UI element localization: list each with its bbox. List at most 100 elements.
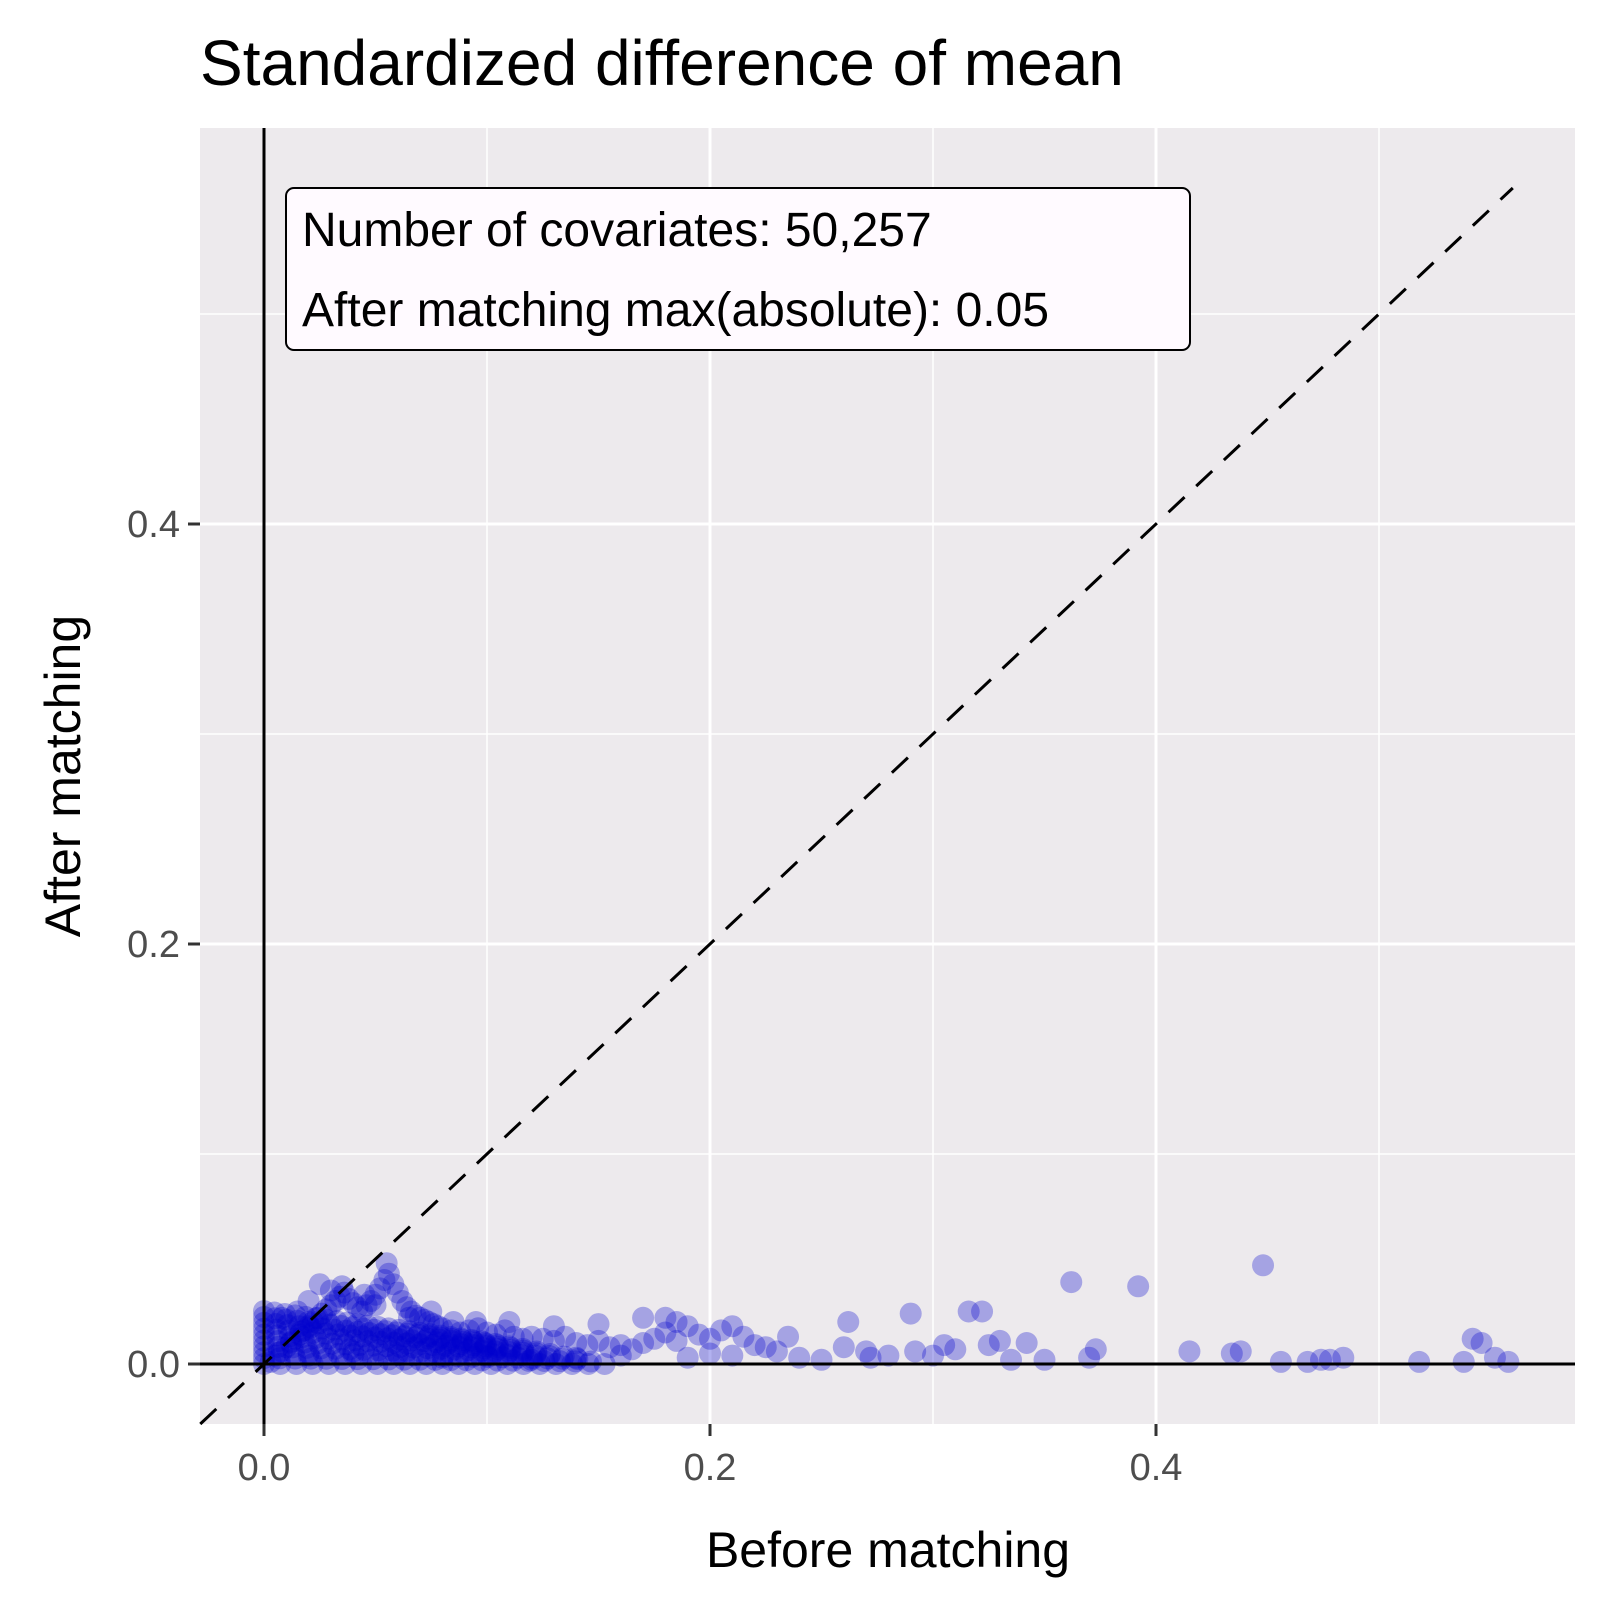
data-point	[404, 1304, 427, 1327]
data-point	[743, 1334, 766, 1357]
x-tick-label: 0.4	[1130, 1447, 1183, 1489]
data-point	[391, 1290, 414, 1312]
data-point	[275, 1308, 298, 1331]
data-point	[470, 1349, 493, 1372]
data-point	[295, 1336, 318, 1359]
data-point	[409, 1306, 432, 1329]
data-point	[372, 1343, 395, 1366]
data-point	[416, 1327, 439, 1350]
data-point	[587, 1313, 610, 1336]
data-point	[1084, 1338, 1107, 1361]
data-point	[462, 1334, 485, 1357]
data-point	[324, 1290, 347, 1312]
diagonal-reference-line	[199, 186, 1514, 1426]
data-point	[355, 1294, 378, 1317]
data-point	[330, 1328, 353, 1351]
data-point	[308, 1273, 331, 1296]
data-point	[922, 1344, 944, 1367]
axis-ticks: 0.0 0.2 0.4 0.0 0.2 0.4	[127, 504, 1182, 1489]
data-point	[341, 1316, 364, 1339]
data-point	[319, 1313, 342, 1336]
data-point	[432, 1345, 455, 1368]
data-point	[364, 1294, 387, 1317]
data-point	[402, 1336, 425, 1359]
data-point	[539, 1342, 562, 1365]
data-point	[388, 1328, 411, 1351]
data-point	[361, 1334, 384, 1357]
data-point	[481, 1343, 504, 1366]
data-point	[439, 1349, 462, 1372]
data-point	[264, 1312, 287, 1335]
data-point	[323, 1318, 346, 1341]
data-point	[297, 1342, 320, 1365]
data-point	[325, 1310, 348, 1333]
data-point	[302, 1321, 325, 1344]
data-point	[443, 1338, 466, 1361]
data-point	[346, 1296, 369, 1319]
data-point	[428, 1328, 451, 1351]
annotation-box-frame	[285, 187, 1191, 351]
data-point	[450, 1333, 473, 1356]
data-point	[525, 1342, 548, 1365]
data-point	[467, 1342, 490, 1365]
data-point	[1178, 1340, 1201, 1363]
data-point	[314, 1322, 337, 1345]
data-point	[548, 1350, 571, 1373]
data-point	[416, 1337, 439, 1360]
data-point	[342, 1292, 365, 1315]
data-point	[368, 1277, 391, 1300]
data-point	[286, 1300, 309, 1323]
chart-title: Standardized difference of mean	[200, 27, 1124, 99]
x-tick-label: 0.2	[684, 1447, 737, 1489]
data-point	[363, 1326, 386, 1349]
data-point	[632, 1332, 655, 1354]
data-point	[393, 1325, 416, 1348]
data-point	[474, 1333, 497, 1356]
data-point	[620, 1338, 643, 1361]
data-point	[1252, 1254, 1275, 1277]
data-point	[413, 1330, 436, 1353]
data-point	[310, 1337, 333, 1360]
data-point	[517, 1349, 540, 1372]
y-tick-label: 0.2	[127, 924, 180, 966]
data-point	[395, 1296, 418, 1319]
data-point	[486, 1338, 509, 1361]
data-point	[452, 1342, 475, 1365]
data-point	[971, 1300, 994, 1323]
data-point	[933, 1334, 956, 1357]
data-point	[402, 1344, 425, 1367]
data-point	[502, 1325, 525, 1348]
data-point	[473, 1337, 496, 1360]
data-point	[944, 1338, 967, 1361]
data-point	[348, 1333, 371, 1356]
data-point	[512, 1339, 535, 1362]
data-point	[1470, 1332, 1493, 1354]
data-point	[470, 1339, 493, 1362]
data-point	[319, 1294, 342, 1317]
data-point	[587, 1329, 610, 1352]
data-point	[375, 1252, 398, 1275]
data-point	[429, 1324, 452, 1347]
data-point	[304, 1326, 327, 1349]
data-point	[598, 1336, 621, 1359]
data-point	[389, 1335, 412, 1358]
data-point	[447, 1335, 470, 1358]
data-point	[462, 1330, 485, 1353]
data-point	[460, 1336, 483, 1359]
data-point	[327, 1342, 350, 1365]
data-point	[533, 1350, 556, 1373]
data-point	[334, 1319, 357, 1342]
data-point	[732, 1325, 755, 1348]
data-point	[265, 1318, 288, 1341]
data-point	[324, 1337, 347, 1360]
y-tick-label: 0.0	[127, 1344, 180, 1386]
data-point	[265, 1324, 288, 1347]
data-point	[418, 1325, 441, 1348]
data-point	[408, 1321, 431, 1344]
data-point	[1452, 1350, 1475, 1373]
data-point	[552, 1345, 575, 1368]
data-point	[374, 1320, 397, 1343]
data-point	[424, 1341, 447, 1364]
data-point	[484, 1332, 507, 1355]
data-point	[306, 1306, 329, 1329]
